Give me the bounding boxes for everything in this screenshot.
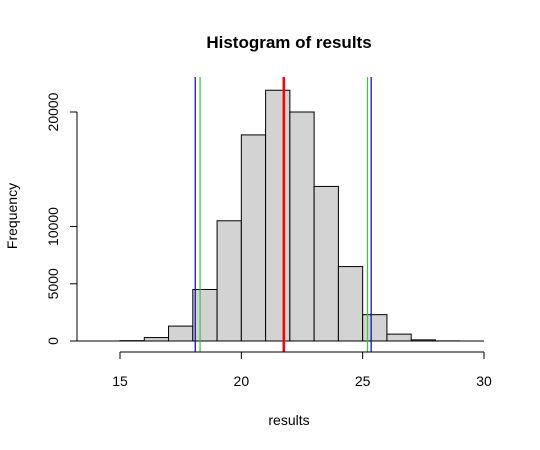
y-axis: 0 5000 10000 20000	[45, 92, 78, 345]
histogram-bar-16-17	[143, 337, 170, 342]
y-tick-label-10000: 10000	[45, 207, 61, 246]
histogram-bar-21-22	[265, 89, 291, 342]
histogram-bar-22-23	[289, 111, 315, 342]
histogram-bar-25-26	[362, 314, 388, 342]
histogram-bar-26-27	[386, 333, 412, 342]
x-tick-label-15: 15	[112, 373, 128, 389]
histogram-bars	[73, 89, 484, 342]
x-axis: 15 20 25 30	[112, 351, 492, 389]
histogram-bar-18-19	[192, 288, 218, 342]
histogram-bar-24-25	[337, 266, 364, 342]
histogram-bar-19-20	[216, 220, 242, 342]
x-tick-label-20: 20	[234, 373, 250, 389]
chart-title: Histogram of results	[206, 33, 371, 52]
y-tick-label-5000: 5000	[45, 268, 61, 299]
x-tick-label-30: 30	[476, 373, 492, 389]
y-tick-label-0: 0	[45, 337, 61, 345]
reference-lines	[194, 77, 372, 352]
x-tick-label-25: 25	[355, 373, 371, 389]
histogram-bar-17-18	[168, 325, 194, 342]
y-axis-label: Frequency	[4, 183, 20, 249]
histogram-bar-20-21	[240, 134, 267, 342]
y-tick-label-20000: 20000	[45, 92, 61, 131]
x-axis-label: results	[268, 412, 309, 428]
histogram-bar-23-24	[313, 185, 339, 342]
